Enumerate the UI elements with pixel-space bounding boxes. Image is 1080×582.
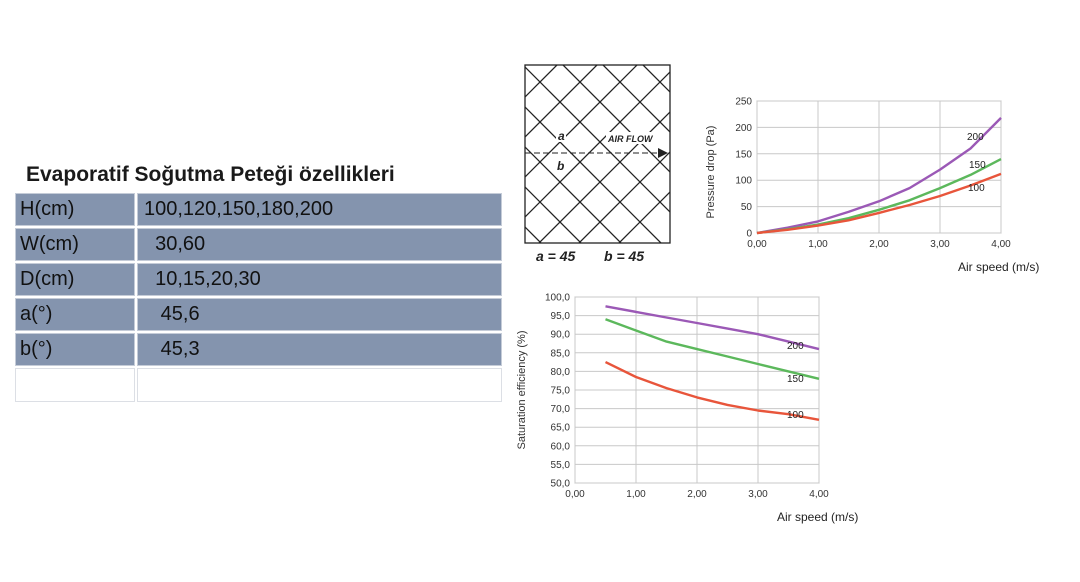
x-tick-label: 4,00 — [991, 239, 1011, 250]
series-label-200: 200 — [967, 132, 984, 143]
y-tick-label: 50,0 — [551, 479, 571, 490]
y-tick-label: 200 — [735, 123, 752, 134]
x-tick-label: 2,00 — [869, 239, 889, 250]
chart-series — [604, 305, 820, 421]
table-row: H(cm) 100,120,150,180,200 — [15, 193, 502, 226]
chart-grid — [574, 296, 820, 484]
series-label-200: 200 — [787, 341, 804, 352]
x-tick-label: 3,00 — [748, 489, 768, 500]
mesh-frame — [524, 64, 671, 244]
pressure-drop-chart: 0 50 100 150 200 250 0,00 1,00 2,00 3,00 4,00 200… — [705, 97, 1039, 275]
x-tick-label: 1,00 — [626, 489, 646, 500]
series-label-150: 150 — [969, 160, 986, 171]
series-label-100: 100 — [787, 410, 804, 421]
x-tick-label: 0,00 — [747, 239, 767, 250]
y-tick-label: 100 — [735, 176, 752, 187]
y-axis-label: Pressure drop (Pa) — [705, 126, 717, 219]
y-tick-label: 95,0 — [551, 311, 571, 322]
series-line-100 — [756, 172, 1002, 235]
y-tick-label: 70,0 — [551, 404, 571, 415]
series-labels: 200 150 100 — [787, 341, 804, 421]
row-label: a(°) — [15, 298, 135, 331]
row-value: 45,6 — [137, 298, 502, 331]
row-label — [15, 368, 135, 402]
x-tick-label: 0,00 — [565, 489, 585, 500]
series-line-200 — [605, 305, 820, 351]
y-tick-label: 50 — [741, 202, 753, 213]
y-tick-label: 150 — [735, 149, 752, 160]
saturation-efficiency-chart: 50,0 55,0 60,0 65,0 70,0 75,0 80,0 85,0 90,0 95,0… — [516, 293, 858, 525]
spec-table: H(cm) 100,120,150,180,200 W(cm) 30,60 D(… — [15, 193, 502, 404]
label-a: a — [558, 129, 565, 143]
y-tick-label: 90,0 — [551, 330, 571, 341]
x-tick-label: 1,00 — [808, 239, 828, 250]
x-tick-labels: 0,00 1,00 2,00 3,00 4,00 — [565, 489, 829, 500]
row-label: W(cm) — [15, 228, 135, 261]
y-tick-label: 250 — [735, 97, 752, 108]
y-tick-labels: 0 50 100 150 200 250 — [735, 97, 752, 240]
airflow-arrow-icon — [658, 148, 668, 158]
table-row: D(cm) 10,15,20,30 — [15, 263, 502, 296]
y-tick-label: 75,0 — [551, 386, 571, 397]
series-line-100 — [604, 361, 820, 421]
x-axis-label: Air speed (m/s) — [777, 510, 858, 524]
row-value — [137, 368, 502, 402]
x-axis-label: Air speed (m/s) — [958, 260, 1039, 274]
chart-series — [756, 117, 1002, 235]
mesh-lines — [525, 65, 670, 243]
table-row: b(°) 45,3 — [15, 333, 502, 366]
table-title: Evaporatif Soğutma Peteği özellikleri — [26, 163, 395, 186]
y-tick-labels: 50,0 55,0 60,0 65,0 70,0 75,0 80,0 85,0 90,0 95,0… — [545, 293, 570, 490]
row-value: 30,60 — [137, 228, 502, 261]
y-tick-label: 80,0 — [551, 367, 571, 378]
caption-a: a = 45 — [536, 248, 576, 264]
series-line-150 — [605, 318, 820, 380]
table-row: a(°) 45,6 — [15, 298, 502, 331]
table-row: W(cm) 30,60 — [15, 228, 502, 261]
y-axis-label: Saturation efficiency (%) — [516, 330, 528, 449]
y-tick-label: 100,0 — [545, 293, 570, 304]
airflow-label: AIR FLOW — [607, 134, 654, 144]
table-row-empty — [15, 368, 502, 402]
y-tick-label: 55,0 — [551, 460, 571, 471]
y-tick-label: 0 — [746, 229, 752, 240]
row-label: H(cm) — [15, 193, 135, 226]
series-labels: 200 150 100 — [967, 132, 986, 194]
series-line-200 — [756, 117, 1002, 235]
row-value: 45,3 — [137, 333, 502, 366]
series-label-100: 100 — [968, 183, 985, 194]
row-value: 10,15,20,30 — [137, 263, 502, 296]
caption-b: b = 45 — [604, 248, 644, 264]
x-tick-labels: 0,00 1,00 2,00 3,00 4,00 — [747, 239, 1011, 250]
row-label: b(°) — [15, 333, 135, 366]
y-tick-label: 65,0 — [551, 423, 571, 434]
chart-grid — [756, 100, 1002, 234]
y-tick-label: 60,0 — [551, 441, 571, 452]
x-tick-label: 2,00 — [687, 489, 707, 500]
y-tick-label: 85,0 — [551, 348, 571, 359]
mesh-diagram: a b AIR FLOW a = 45 b = 45 — [524, 64, 671, 264]
label-b: b — [557, 159, 564, 173]
x-tick-label: 3,00 — [930, 239, 950, 250]
series-label-150: 150 — [787, 374, 804, 385]
x-tick-label: 4,00 — [809, 489, 829, 500]
row-label: D(cm) — [15, 263, 135, 296]
row-value: 100,120,150,180,200 — [137, 193, 502, 226]
